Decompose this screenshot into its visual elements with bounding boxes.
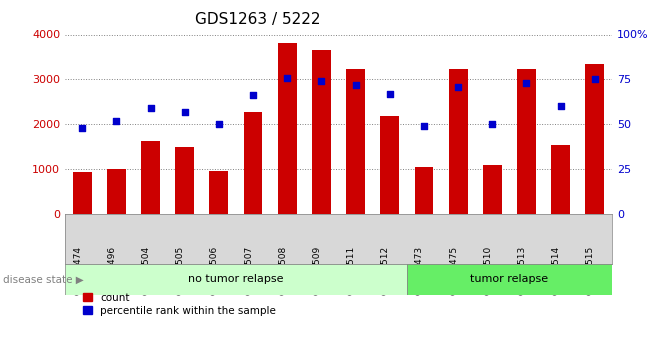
Bar — [449, 69, 467, 214]
Text: no tumor relapse: no tumor relapse — [188, 275, 284, 284]
Point — [316, 78, 327, 84]
Bar — [415, 167, 434, 214]
Text: GDS1263 / 5222: GDS1263 / 5222 — [195, 12, 321, 27]
Bar — [551, 145, 570, 214]
Point — [453, 84, 464, 89]
Point — [385, 91, 395, 97]
Point — [521, 80, 532, 86]
Point — [214, 121, 224, 127]
Text: disease state ▶: disease state ▶ — [3, 275, 84, 284]
Point — [248, 93, 258, 98]
Bar — [346, 69, 365, 214]
Point — [145, 105, 156, 111]
Point — [419, 123, 429, 129]
Bar — [483, 165, 502, 214]
Bar — [175, 147, 194, 214]
Legend: count, percentile rank within the sample: count, percentile rank within the sample — [83, 293, 276, 316]
Bar — [380, 116, 399, 214]
Bar — [73, 172, 92, 214]
Bar — [585, 64, 604, 214]
Point — [555, 104, 566, 109]
Point — [77, 125, 87, 130]
Bar — [141, 141, 160, 214]
Point — [350, 82, 361, 88]
Point — [111, 118, 122, 124]
Point — [282, 75, 292, 80]
Bar — [210, 171, 229, 214]
Bar — [517, 69, 536, 214]
FancyBboxPatch shape — [65, 264, 407, 295]
FancyBboxPatch shape — [407, 264, 612, 295]
Bar — [243, 112, 262, 214]
Point — [487, 121, 497, 127]
Bar — [312, 50, 331, 214]
Bar — [278, 43, 297, 214]
Text: tumor relapse: tumor relapse — [470, 275, 549, 284]
Bar — [107, 169, 126, 214]
Point — [180, 109, 190, 115]
Point — [590, 77, 600, 82]
